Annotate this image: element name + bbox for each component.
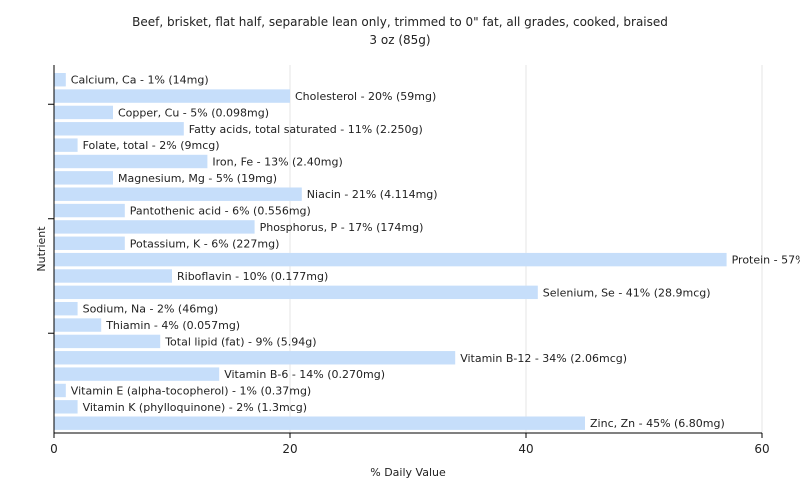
bar bbox=[54, 138, 78, 152]
bar-label: Potassium, K - 6% (227mg) bbox=[130, 237, 280, 250]
grid-lines bbox=[289, 65, 763, 433]
x-axis-title: % Daily Value bbox=[370, 466, 446, 479]
chart-subtitle: 3 oz (85g) bbox=[369, 33, 430, 47]
x-tick-label: 20 bbox=[282, 442, 297, 456]
x-tick-label: 40 bbox=[518, 442, 533, 456]
bar-label: Iron, Fe - 13% (2.40mg) bbox=[212, 155, 342, 168]
bar bbox=[54, 334, 161, 349]
bar-label: Zinc, Zn - 45% (6.80mg) bbox=[590, 417, 725, 430]
axes bbox=[48, 65, 762, 434]
bar bbox=[54, 105, 113, 120]
bar-label: Thiamin - 4% (0.057mg) bbox=[105, 319, 240, 332]
bar bbox=[54, 89, 290, 103]
bar-label: Folate, total - 2% (9mcg) bbox=[83, 139, 220, 152]
bar bbox=[54, 203, 125, 218]
bar bbox=[54, 400, 78, 414]
x-tick-label: 0 bbox=[50, 442, 58, 456]
bar-label: Riboflavin - 10% (0.177mg) bbox=[177, 270, 328, 283]
bar bbox=[54, 171, 113, 185]
bar-label: Niacin - 21% (4.114mg) bbox=[307, 188, 438, 201]
bar bbox=[54, 269, 172, 283]
bar-label: Sodium, Na - 2% (46mg) bbox=[83, 303, 219, 316]
y-axis-title: Nutrient bbox=[35, 226, 48, 272]
bar-label: Selenium, Se - 41% (28.9mcg) bbox=[543, 286, 711, 299]
bar bbox=[54, 187, 302, 201]
bar bbox=[54, 301, 78, 316]
bar bbox=[54, 383, 66, 398]
bar-label: Fatty acids, total saturated - 11% (2.25… bbox=[189, 123, 423, 136]
x-axis-ticks: 0 20 40 60 bbox=[50, 433, 770, 456]
bar-label: Pantothenic acid - 6% (0.556mg) bbox=[130, 205, 311, 218]
bar bbox=[54, 285, 538, 300]
chart-title: Beef, brisket, flat half, separable lean… bbox=[132, 15, 668, 29]
bar bbox=[54, 367, 220, 381]
bar-label: Magnesium, Mg - 5% (19mg) bbox=[118, 172, 277, 185]
bar-label: Vitamin B-12 - 34% (2.06mcg) bbox=[460, 352, 627, 365]
bar-label: Vitamin E (alpha-tocopherol) - 1% (0.37m… bbox=[71, 384, 311, 397]
bar bbox=[54, 73, 66, 87]
bar bbox=[54, 252, 727, 267]
bar-label: Calcium, Ca - 1% (14mg) bbox=[71, 74, 209, 87]
bar bbox=[54, 351, 456, 365]
bar bbox=[54, 318, 102, 332]
bar bbox=[54, 416, 585, 430]
bar-label: Phosphorus, P - 17% (174mg) bbox=[260, 221, 424, 234]
bar-series: Calcium, Ca - 1% (14mg) Cholesterol - 20%… bbox=[54, 73, 800, 430]
bar-label: Cholesterol - 20% (59mg) bbox=[295, 90, 436, 103]
bar-label: Total lipid (fat) - 9% (5.94g) bbox=[164, 335, 316, 348]
x-tick-label: 60 bbox=[754, 442, 769, 456]
bar-label: Protein - 57% (28.27g) bbox=[732, 254, 800, 267]
bar bbox=[54, 220, 255, 234]
bar-label: Vitamin K (phylloquinone) - 2% (1.3mcg) bbox=[83, 401, 307, 414]
bar bbox=[54, 236, 125, 250]
bar bbox=[54, 154, 208, 169]
bar-label: Copper, Cu - 5% (0.098mg) bbox=[118, 106, 269, 119]
bar bbox=[54, 122, 184, 136]
bar-label: Vitamin B-6 - 14% (0.270mg) bbox=[224, 368, 385, 381]
